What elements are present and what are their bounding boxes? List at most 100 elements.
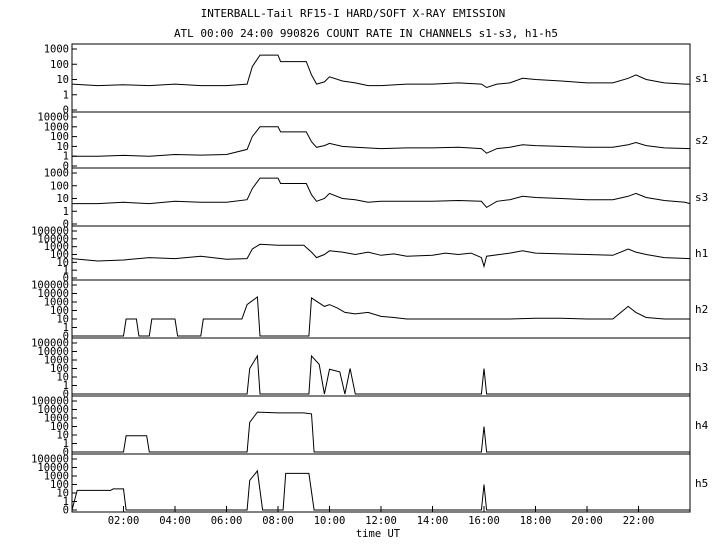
y-tick-label: 1000 [44,355,69,367]
y-tick-label: 100 [50,363,69,375]
y-tick-label: 1000 [44,241,69,253]
y-tick-label: 10000 [37,462,69,474]
y-tick-label: 0 [63,161,69,173]
y-tick-label: 1000 [44,168,69,180]
y-tick-label: 100 [50,131,69,143]
y-tick-label: 1000 [44,297,69,309]
panel-frame [71,43,691,113]
y-tick-label: 10000 [37,112,69,124]
y-tick-label: 1000 [44,121,69,133]
y-tick-label: 100 [50,479,69,491]
x-tick-label: 04:00 [159,515,191,527]
y-tick-label: 100 [50,59,69,71]
channel-label-h2: h2 [695,303,708,316]
x-axis-label: time UT [356,528,401,540]
y-tick-label: 10 [56,257,69,269]
channel-label-h1: h1 [695,247,708,260]
y-tick-label: 0 [63,331,69,343]
y-tick-label: 1 [63,496,69,508]
y-tick-label: 1 [63,206,69,218]
x-tick-label: 02:00 [108,515,140,527]
y-tick-label: 0 [63,105,69,117]
y-tick-label: 1 [63,322,69,334]
y-tick-label: 10 [56,193,69,205]
panel-frame [71,337,691,397]
x-tick-label: 16:00 [468,515,500,527]
y-tick-label: 100 [50,249,69,261]
y-tick-label: 0 [63,505,69,517]
y-tick-label: 1000 [44,413,69,425]
y-tick-label: 10 [56,314,69,326]
x-tick-label: 08:00 [262,515,294,527]
y-tick-label: 10000 [37,346,69,358]
x-tick-label: 10:00 [314,515,346,527]
y-tick-label: 0 [63,447,69,459]
channel-label-s2: s2 [695,134,708,147]
y-tick-label: 100000 [31,338,69,350]
series-line-h3 [72,354,690,395]
y-tick-label: 0 [63,273,69,285]
x-tick-label: 14:00 [417,515,449,527]
y-tick-label: 100 [50,421,69,433]
y-tick-label: 1 [63,265,69,277]
y-tick-label: 10000 [37,288,69,300]
series-line-h1 [71,243,691,269]
y-tick-label: 10 [56,430,69,442]
channel-label-h5: h5 [695,477,708,490]
panel-frame [71,111,691,169]
y-tick-label: 1000 [44,44,69,56]
channel-label-s1: s1 [695,72,708,85]
y-tick-label: 1 [63,380,69,392]
y-tick-label: 10 [56,74,69,86]
x-axis: 02:00 04:00 06:00 08:00 10:00 12:00 14:00 16:00… [108,506,655,527]
y-tick-label: 100000 [31,454,69,466]
series-line-h4 [72,411,690,453]
y-tick-label: 10000 [37,233,69,245]
x-tick-label: 20:00 [571,515,603,527]
channel-label-s3: s3 [695,191,708,204]
y-tick-label: 1 [63,151,69,163]
panel-frame [71,453,691,513]
y-tick-label: 10 [56,372,69,384]
chart-subtitle: ATL 00:00 24:00 990826 COUNT RATE IN CHA… [174,27,558,40]
y-tick-label: 100 [50,180,69,192]
y-tick-label: 100 [50,305,69,317]
series-line-s3 [72,177,691,209]
x-tick-label: 22:00 [623,515,655,527]
series-line-h2 [72,295,690,337]
y-tick-label: 100000 [31,396,69,408]
y-tick-label: 100000 [31,226,69,238]
x-tick-label: 12:00 [365,515,397,527]
y-tick-label: 1000 [44,471,69,483]
y-tick-label: 0 [63,389,69,401]
y-tick-label: 1 [63,438,69,450]
panel-frame [71,279,691,339]
y-tick-label: 10 [56,488,69,500]
y-tick-label: 1 [63,89,69,101]
y-tick-label: 0 [63,219,69,231]
panel-frame [71,395,691,455]
channel-label-h3: h3 [695,361,708,374]
x-tick-label: 18:00 [520,515,552,527]
chart-title: INTERBALL-Tail RF15-I HARD/SOFT X-RAY EM… [201,7,506,20]
panels-group: 10001001010s11000010001001010s2100010010… [31,43,709,517]
series-line-s2 [72,126,691,157]
panel-frame [71,167,691,227]
x-tick-label: 06:00 [211,515,243,527]
series-line-s1 [71,54,690,89]
y-tick-label: 10000 [37,404,69,416]
y-tick-label: 100000 [31,280,69,292]
y-tick-label: 10 [56,141,69,153]
panel-frame [71,225,691,281]
channel-label-h4: h4 [695,419,709,432]
series-line-h5 [71,469,690,511]
